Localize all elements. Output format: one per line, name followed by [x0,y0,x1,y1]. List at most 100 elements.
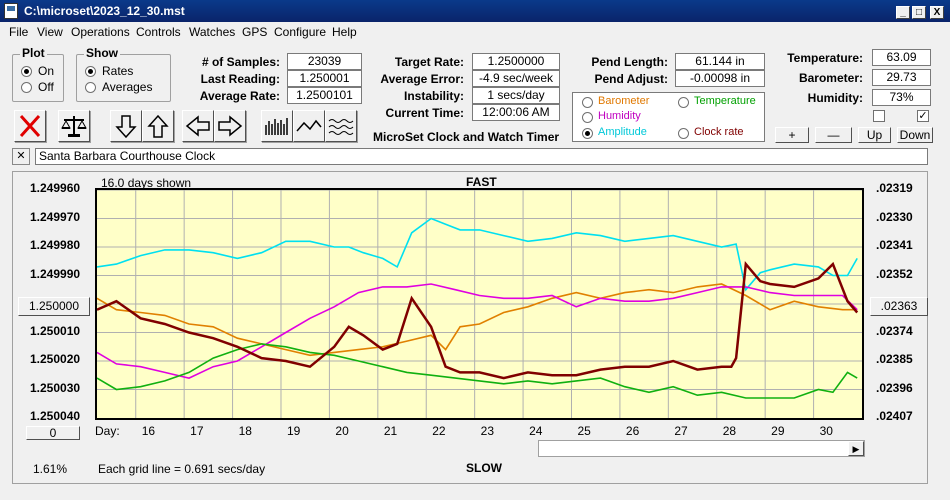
stop-button[interactable] [14,110,46,142]
grid-scale-label: Each grid line = 0.691 secs/day [98,462,266,476]
up-button[interactable]: Up [858,127,891,143]
plot-off-label: Off [38,80,54,94]
x-tick: 29 [771,424,785,438]
menu-gps[interactable]: GPS [242,25,268,39]
wave-view-button[interactable] [325,110,357,142]
menu-controls[interactable]: Controls [136,25,181,39]
current-time-label: Current Time: [385,106,464,120]
last-reading-label: Last Reading: [200,72,280,86]
show-averages-radio[interactable] [85,82,96,93]
y-left-tick: 1.250030 [30,380,81,395]
y-left-tick: 1.249980 [30,238,81,252]
x-tick: 20 [335,424,349,438]
series-humidity-radio[interactable] [582,112,593,123]
arrow-down-icon [115,115,137,139]
y-left-tick: 1.249960 [30,181,81,195]
show-rates-radio[interactable] [85,66,96,77]
balance-icon [61,116,87,137]
series-line-4 [96,261,859,380]
last-reading-field: 1.250001 [287,70,362,87]
down-button[interactable]: Down [897,127,933,143]
x-tick: 23 [480,424,495,438]
title-bar: C:\microset\2023_12_30.mst _ □ X [0,0,950,22]
horizontal-scrollbar[interactable] [538,440,865,457]
x-tick: 26 [625,424,640,438]
menu-configure[interactable]: Configure [274,25,327,39]
x-tick: 17 [190,424,204,438]
clock-name-field[interactable]: Santa Barbara Courthouse Clock [35,148,928,165]
rate-chart [95,188,864,420]
series-select-box [572,92,765,142]
series-line-2 [96,283,858,379]
target-rate-label: Target Rate: [394,55,464,69]
days-shown-label: 16.0 days shown [101,176,192,190]
pend-length-label: Pend Length: [591,55,668,69]
sensor-checkbox-2[interactable]: ✓ [917,110,929,122]
plot-on-label: On [38,64,55,78]
line-view-button[interactable] [293,110,325,142]
balance-button[interactable] [58,110,90,142]
series-temperature-radio[interactable] [678,97,689,108]
window-title: C:\microset\2023_12_30.mst [24,4,185,18]
minimize-button[interactable]: _ [896,6,910,19]
plot-off-radio[interactable] [21,82,32,93]
y-right-tick: .02385 [876,352,913,366]
percent-label: 1.61% [33,462,68,476]
temperature-label: Temperature: [787,51,863,65]
y-left-tick: 1.250020 [30,352,81,366]
barometer-label: Barometer: [798,71,863,85]
x-tick: 28 [722,424,737,438]
y-left-tick: 1.249990 [30,266,81,281]
menu-file[interactable]: File [9,25,29,39]
average-rate-field: 1.2500101 [287,87,362,104]
x-tick: 27 [674,424,688,438]
arrow-up-icon [147,114,169,138]
menu-operations[interactable]: Operations [71,25,130,39]
chart-svg [96,189,862,418]
close-button[interactable]: X [930,6,944,19]
clear-name-button[interactable]: ✕ [12,148,30,165]
minus-button[interactable]: — [815,127,852,143]
arrow-right-icon [218,115,243,137]
line-graph-icon [296,119,322,132]
pend-adjust-field: -0.00098 in [675,70,765,87]
left-arrow-button[interactable] [182,110,214,142]
y-left-tick: 1.249970 [30,209,81,224]
x-tick: 16 [141,424,156,438]
current-time-field: 12:00:06 AM [472,104,560,121]
y-right-tick: .02396 [876,380,913,395]
zero-button[interactable]: 0 [26,426,80,440]
bars-view-button[interactable] [261,110,293,142]
humidity-field: 73% [872,89,931,106]
show-group-title: Show [84,46,120,60]
menu-view[interactable]: View [37,25,63,39]
arrow-left-icon [185,115,210,137]
left-scale-button[interactable]: 1.250000 [18,297,90,316]
menu-help[interactable]: Help [332,25,357,39]
y-right-tick: .02319 [876,181,913,195]
series-clock-rate-radio[interactable] [678,128,689,139]
x-tick: 24 [529,424,543,438]
maximize-button[interactable]: □ [912,6,926,19]
app-caption: MicroSet Clock and Watch Timer [373,130,560,144]
humidity-label: Humidity: [807,91,863,105]
day-axis-label: Day: [95,424,120,438]
down-arrow-button[interactable] [110,110,142,142]
series-barometer-label: Barometer [598,95,650,107]
pend-adjust-label: Pend Adjust: [594,72,668,86]
series-amplitude-radio[interactable] [582,128,593,139]
right-scale-button[interactable]: .02363 [870,297,928,316]
pend-length-field: 61.144 in [675,53,765,70]
plot-on-radio[interactable] [21,66,32,77]
series-humidity-label: Humidity [598,110,641,122]
sensor-checkbox-1[interactable] [873,110,885,122]
plus-button[interactable]: + [775,127,809,143]
series-barometer-radio[interactable] [582,97,593,108]
y-left-tick: 1.250010 [30,323,81,338]
x-tick: 21 [383,424,398,438]
up-arrow-button[interactable] [142,110,174,142]
instability-field: 1 secs/day [472,87,560,104]
menu-watches[interactable]: Watches [189,25,236,39]
right-arrow-button[interactable] [214,110,246,142]
scroll-right-button[interactable]: ▶ [848,441,864,456]
